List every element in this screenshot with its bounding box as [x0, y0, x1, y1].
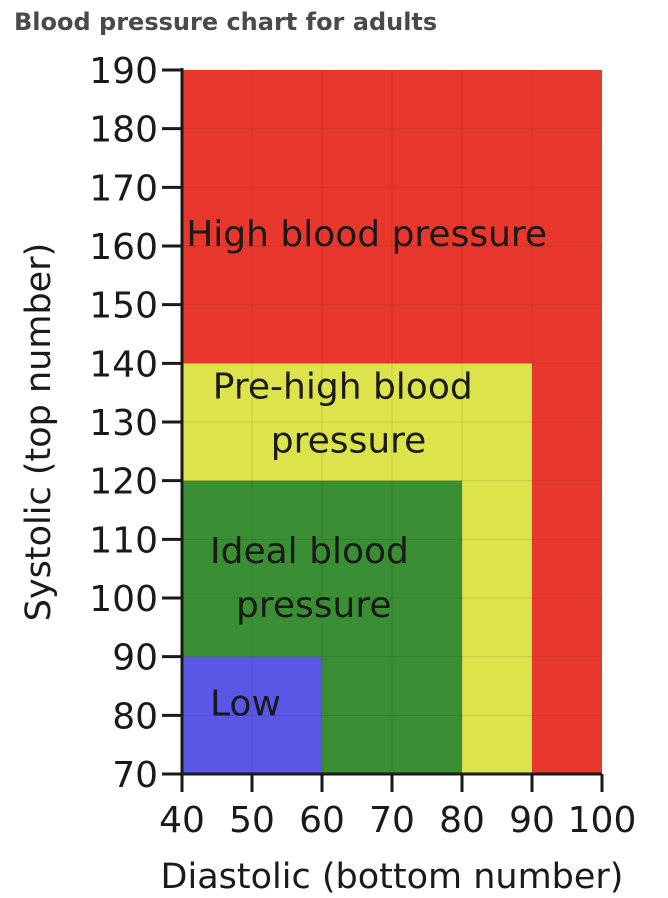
- y-tick-label: 130: [89, 403, 158, 444]
- y-tick-label: 80: [112, 696, 158, 737]
- y-tick-label: 120: [89, 462, 158, 503]
- y-tick-label: 140: [89, 344, 158, 385]
- y-tick-label: 100: [89, 579, 158, 620]
- y-tick-label: 150: [89, 286, 158, 327]
- zone-label-low: Low: [210, 683, 281, 724]
- x-tick-label: 70: [369, 800, 415, 841]
- y-axis-title: Systolic (top number): [19, 243, 59, 622]
- y-tick-label: 160: [89, 227, 158, 268]
- zone-label-pre-high: Pre-high blood pressure: [213, 367, 473, 462]
- x-tick-label: 100: [568, 800, 637, 841]
- x-tick-label: 80: [439, 800, 485, 841]
- y-tick-label: 180: [89, 110, 158, 151]
- y-tick-label: 70: [112, 755, 158, 796]
- grid-layer: [182, 70, 602, 774]
- zone-labels-layer: High blood pressure Pre-high blood pressur…: [186, 214, 547, 724]
- zones-layer: [182, 70, 602, 774]
- ticks-layer: 70 80 90 100 110 120 130 140 150 160 170 180 190 40 50…: [89, 51, 636, 841]
- x-axis-title: Diastolic (bottom number): [161, 857, 624, 897]
- zone-low: [182, 656, 322, 774]
- zone-label-ideal: Ideal blood pressure: [210, 531, 409, 626]
- x-tick-label: 50: [229, 800, 275, 841]
- y-tick-label: 90: [112, 638, 158, 679]
- x-tick-label: 90: [509, 800, 555, 841]
- x-tick-label: 60: [299, 800, 345, 841]
- y-tick-label: 190: [89, 51, 158, 92]
- zone-label-high: High blood pressure: [186, 214, 547, 255]
- y-tick-label: 170: [89, 168, 158, 209]
- x-tick-label: 40: [159, 800, 205, 841]
- page-title: Blood pressure chart for adults: [14, 8, 438, 36]
- y-tick-label: 110: [89, 520, 158, 561]
